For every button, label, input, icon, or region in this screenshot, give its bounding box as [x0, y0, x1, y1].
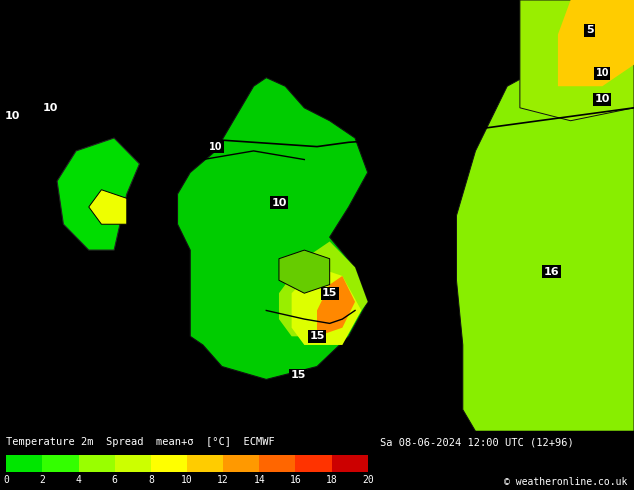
Polygon shape: [292, 268, 361, 345]
Text: 10: 10: [209, 142, 223, 151]
Text: 10: 10: [595, 68, 609, 78]
Bar: [79, 455, 115, 472]
Text: 0: 0: [3, 475, 10, 485]
Bar: [259, 455, 295, 472]
Text: Temperature 2m  Spread  mean+σ  [°C]  ECMWF: Temperature 2m Spread mean+σ [°C] ECMWF: [6, 437, 275, 447]
Bar: [295, 455, 332, 472]
Bar: [6, 455, 42, 472]
Polygon shape: [57, 138, 139, 250]
Text: 18: 18: [326, 475, 337, 485]
Text: 10: 10: [181, 475, 193, 485]
Text: 15: 15: [290, 370, 306, 380]
Polygon shape: [456, 52, 634, 431]
Text: 14: 14: [254, 475, 265, 485]
Polygon shape: [279, 250, 330, 293]
Polygon shape: [89, 190, 127, 224]
Text: 20: 20: [362, 475, 373, 485]
Polygon shape: [520, 0, 634, 121]
Text: 10: 10: [271, 197, 287, 208]
Bar: [187, 455, 223, 472]
Text: 12: 12: [217, 475, 229, 485]
Text: © weatheronline.co.uk: © weatheronline.co.uk: [504, 477, 628, 487]
Polygon shape: [317, 276, 355, 336]
Text: 4: 4: [75, 475, 82, 485]
Polygon shape: [178, 77, 368, 379]
Text: 10: 10: [5, 111, 20, 122]
Text: 2: 2: [39, 475, 46, 485]
Text: 8: 8: [148, 475, 154, 485]
Text: 10: 10: [595, 94, 610, 104]
Text: 10: 10: [43, 103, 58, 113]
Text: 15: 15: [309, 331, 325, 342]
Text: Sa 08-06-2024 12:00 UTC (12+96): Sa 08-06-2024 12:00 UTC (12+96): [380, 437, 574, 447]
Text: 5: 5: [586, 25, 593, 35]
Text: 16: 16: [544, 267, 559, 277]
Bar: [115, 455, 151, 472]
Polygon shape: [279, 242, 368, 336]
Polygon shape: [558, 0, 634, 86]
Bar: [42, 455, 79, 472]
Text: 6: 6: [112, 475, 118, 485]
Bar: [151, 455, 187, 472]
Text: 16: 16: [290, 475, 301, 485]
Text: 15: 15: [322, 288, 337, 298]
Bar: [223, 455, 259, 472]
Bar: [332, 455, 368, 472]
